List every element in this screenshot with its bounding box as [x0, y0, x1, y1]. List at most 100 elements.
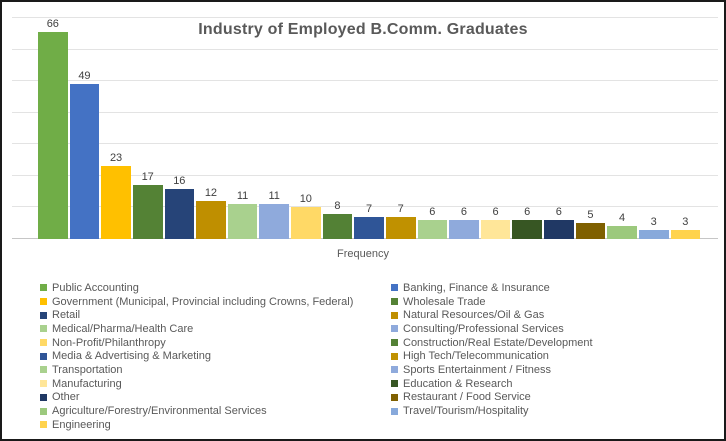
- legend-marker-icon: [40, 366, 47, 374]
- bar: [322, 213, 353, 239]
- legend-label: Medical/Pharma/Health Care: [52, 322, 194, 335]
- bar: [101, 166, 131, 239]
- legend-item: Government (Municipal, Provincial includ…: [40, 296, 391, 308]
- bar: [259, 204, 289, 239]
- legend-item: Agriculture/Forestry/Environmental Servi…: [40, 405, 391, 417]
- bar-group: 11: [227, 18, 258, 239]
- bar-value-label: 6: [555, 206, 562, 219]
- bar-group: 12: [196, 18, 226, 239]
- legend-item: Education & Research: [391, 378, 714, 390]
- legend-marker-icon: [40, 284, 47, 292]
- legend-marker-icon: [391, 407, 398, 415]
- bar: [164, 188, 195, 239]
- x-axis-label: Frequency: [337, 248, 389, 260]
- legend-marker-icon: [391, 366, 398, 374]
- legend-label: Retail: [52, 309, 81, 322]
- legend-marker-icon: [391, 380, 398, 388]
- legend-marker-icon: [40, 339, 47, 347]
- bar-value-label: 6: [524, 206, 531, 219]
- bar: [385, 216, 416, 239]
- legend-marker-icon: [391, 393, 398, 401]
- plot-area: 66 49 23 17 16 12 11 11 10 8 7 7 6 6 6 6 6 5 4 3 3: [12, 17, 718, 239]
- legend-marker-icon: [40, 380, 47, 388]
- bar-value-label: 12: [204, 187, 218, 200]
- legend-label: Wholesale Trade: [403, 295, 486, 308]
- bar: [575, 223, 606, 239]
- bar-group: 8: [322, 18, 353, 239]
- bar-value-label: 7: [397, 202, 404, 215]
- legend-label: Consulting/Professional Services: [403, 322, 564, 335]
- bar-value-label: 3: [650, 215, 657, 228]
- bar: [196, 201, 226, 239]
- legend-marker-icon: [40, 407, 47, 415]
- bar-group: 66: [38, 18, 68, 239]
- bar: [291, 207, 321, 239]
- bar-group: 6: [544, 18, 574, 239]
- legend-item: Sports Entertainment / Fitness: [391, 364, 714, 376]
- bar: [480, 220, 511, 239]
- legend-marker-icon: [40, 298, 47, 306]
- bar-value-label: 17: [141, 171, 154, 184]
- bar: [512, 220, 542, 239]
- legend-label: Transportation: [52, 363, 123, 376]
- bar-value-label: 16: [173, 174, 186, 187]
- bar-value-label: 11: [268, 190, 280, 203]
- chart-title: Industry of Employed B.Comm. Graduates: [198, 21, 528, 38]
- legend-marker-icon: [40, 325, 47, 333]
- legend-label: Non-Profit/Philanthropy: [52, 336, 166, 349]
- bar: [227, 204, 258, 239]
- legend-label: Manufacturing: [52, 377, 122, 390]
- bar-group: 16: [164, 18, 195, 239]
- gridline: [12, 17, 718, 18]
- legend-label: Restaurant / Food Service: [403, 391, 531, 404]
- bar-value-label: 5: [587, 209, 594, 222]
- legend-label: Other: [52, 391, 80, 404]
- legend-item: Restaurant / Food Service: [391, 391, 714, 403]
- legend-item: Travel/Tourism/Hospitality: [391, 405, 714, 417]
- gridline: [12, 48, 718, 50]
- bar-value-label: 6: [429, 206, 436, 219]
- bar: [670, 229, 701, 239]
- gridline: [12, 174, 718, 176]
- legend-marker-icon: [40, 421, 47, 429]
- legend-item: Retail: [40, 309, 391, 321]
- legend-item: Banking, Finance & Insurance: [391, 282, 714, 294]
- bar-value-label: 4: [619, 212, 626, 225]
- legend-label: Agriculture/Forestry/Environmental Servi…: [52, 405, 267, 418]
- gridline: [12, 111, 718, 113]
- bar-value-label: 7: [366, 202, 373, 215]
- legend: Public Accounting Banking, Finance & Insu…: [40, 281, 714, 432]
- legend-item: Non-Profit/Philanthropy: [40, 337, 391, 349]
- bar-group: 7: [354, 18, 384, 239]
- bar: [638, 229, 669, 239]
- legend-marker-icon: [391, 352, 398, 360]
- bar-group: 17: [132, 18, 163, 239]
- bar: [449, 220, 479, 239]
- legend-item: Public Accounting: [40, 282, 391, 294]
- legend-label: Banking, Finance & Insurance: [403, 281, 550, 294]
- bar-value-label: 66: [46, 18, 59, 30]
- bar: [354, 216, 384, 239]
- legend-marker-icon: [391, 339, 398, 347]
- legend-item: Transportation: [40, 364, 391, 376]
- legend-label: High Tech/Telecommunication: [403, 350, 549, 363]
- bar-value-label: 8: [334, 199, 341, 212]
- legend-label: Sports Entertainment / Fitness: [403, 363, 551, 376]
- legend-item: Media & Advertising & Marketing: [40, 350, 391, 362]
- bar-group: 3: [638, 18, 669, 239]
- gridline: [12, 80, 718, 82]
- legend-label: Construction/Real Estate/Development: [403, 336, 593, 349]
- legend-marker-icon: [40, 311, 47, 319]
- legend-marker-icon: [391, 298, 398, 306]
- legend-label: Travel/Tourism/Hospitality: [403, 405, 529, 418]
- gridline: [12, 143, 718, 145]
- bar-value-label: 6: [492, 206, 499, 219]
- legend-label: Natural Resources/Oil & Gas: [403, 309, 545, 322]
- bar-group: 49: [69, 18, 100, 239]
- legend-marker-icon: [391, 284, 398, 292]
- bar: [132, 185, 163, 239]
- bar-group: 4: [607, 18, 637, 239]
- legend-label: Media & Advertising & Marketing: [52, 350, 211, 363]
- bar-group: 11: [259, 18, 289, 239]
